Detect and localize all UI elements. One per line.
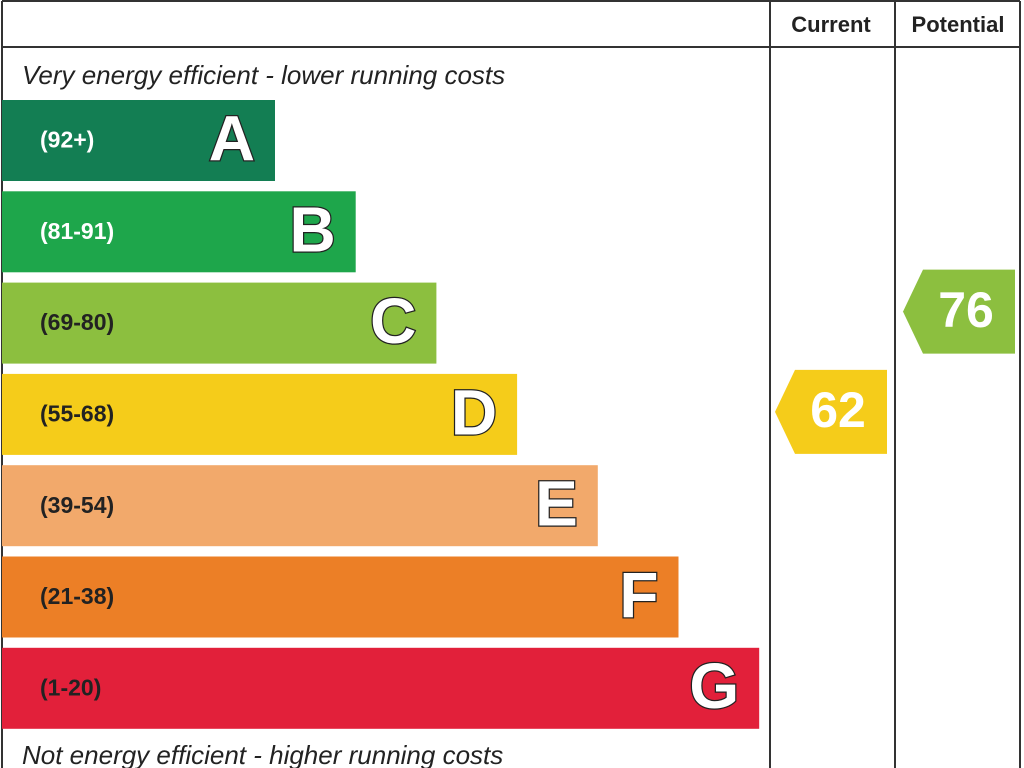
band-letter: B bbox=[289, 194, 335, 266]
band-bar bbox=[2, 100, 275, 181]
potential-header: Potential bbox=[912, 12, 1005, 37]
band-range: (69-80) bbox=[40, 309, 114, 335]
band-range: (21-38) bbox=[40, 583, 114, 609]
band-bar bbox=[2, 282, 437, 364]
band-letter: F bbox=[619, 559, 658, 631]
band-bar bbox=[2, 647, 760, 729]
band-letter: D bbox=[451, 376, 497, 448]
band-range: (55-68) bbox=[40, 400, 114, 426]
band-range: (81-91) bbox=[40, 218, 114, 244]
current-rating-arrow bbox=[775, 369, 887, 454]
bottom-label: Not energy efficient - higher running co… bbox=[22, 740, 503, 768]
current-rating-value: 62 bbox=[810, 382, 866, 438]
band-bar bbox=[2, 373, 518, 455]
band-bar bbox=[2, 465, 598, 547]
potential-rating-arrow bbox=[903, 269, 1015, 354]
band-letter: C bbox=[370, 285, 416, 357]
band-bar bbox=[2, 191, 356, 273]
band-bar bbox=[2, 556, 679, 638]
potential-rating-value: 76 bbox=[938, 282, 994, 338]
band-range: (92+) bbox=[40, 127, 94, 153]
top-label: Very energy efficient - lower running co… bbox=[22, 60, 505, 90]
band-letter: A bbox=[209, 102, 255, 174]
band-letter: E bbox=[535, 468, 578, 540]
band-letter: G bbox=[689, 650, 739, 722]
band-range: (39-54) bbox=[40, 492, 114, 518]
current-header: Current bbox=[791, 12, 871, 37]
band-range: (1-20) bbox=[40, 674, 101, 700]
